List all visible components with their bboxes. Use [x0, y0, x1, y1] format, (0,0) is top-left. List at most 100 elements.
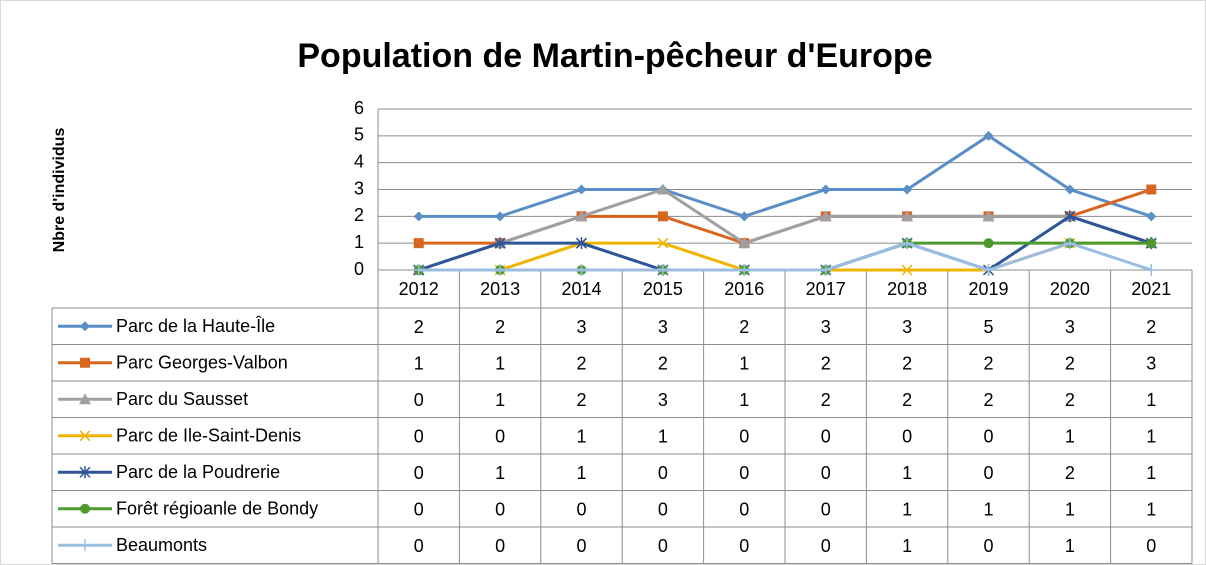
y-tick-label: 2: [354, 205, 364, 225]
marker: [494, 264, 507, 276]
marker: [79, 466, 91, 479]
marker: [982, 264, 995, 276]
table-value: 0: [821, 536, 831, 556]
marker: [657, 211, 668, 222]
x-tick-label: 2020: [1050, 279, 1090, 299]
marker: [1063, 237, 1076, 250]
y-tick-label: 4: [354, 151, 364, 171]
table-value: 2: [1065, 390, 1075, 410]
table-value: 1: [983, 500, 993, 520]
table-value: 1: [495, 390, 505, 410]
table-value: 0: [739, 536, 749, 556]
y-tick-label: 3: [354, 178, 364, 198]
legend-label: Parc de Ile-Saint-Denis: [116, 426, 301, 446]
table-value: 1: [414, 354, 424, 374]
table-value: 3: [902, 317, 912, 337]
marker: [495, 211, 506, 222]
marker: [738, 237, 751, 249]
x-tick-label: 2017: [806, 279, 846, 299]
x-tick-label: 2021: [1131, 279, 1171, 299]
table-value: 0: [414, 463, 424, 483]
table-value: 0: [902, 427, 912, 447]
marker: [79, 539, 91, 552]
table-value: 1: [1065, 500, 1075, 520]
table-value: 2: [414, 317, 424, 337]
table-value: 3: [1146, 354, 1156, 374]
marker: [1146, 238, 1157, 249]
table-value: 2: [739, 317, 749, 337]
marker: [1064, 184, 1075, 195]
table-value: 1: [902, 500, 912, 520]
x-tick-label: 2012: [399, 279, 439, 299]
table-value: 0: [414, 390, 424, 410]
y-axis-label: Nbre d'individus: [51, 128, 68, 253]
table-value: 0: [739, 427, 749, 447]
table-value: 0: [576, 536, 586, 556]
y-tick-label: 1: [354, 232, 364, 252]
table-value: 3: [576, 317, 586, 337]
legend-label: Parc du Sausset: [116, 389, 248, 409]
series-line: [418, 187, 1152, 272]
legend-label: Parc Georges-Valbon: [116, 353, 288, 373]
table-value: 0: [821, 463, 831, 483]
marker: [1146, 211, 1157, 222]
table-value: 2: [902, 390, 912, 410]
x-tick-label: 2018: [887, 279, 927, 299]
table-value: 1: [1146, 427, 1156, 447]
table-value: 1: [1065, 427, 1075, 447]
marker: [1145, 264, 1158, 276]
marker: [575, 264, 588, 276]
x-tick-label: 2013: [480, 279, 520, 299]
table-value: 3: [658, 390, 668, 410]
marker: [901, 210, 914, 222]
x-tick-label: 2016: [724, 279, 764, 299]
table-value: 1: [495, 463, 505, 483]
table-value: 2: [1146, 317, 1156, 337]
table-value: 2: [576, 354, 586, 374]
table-value: 0: [739, 500, 749, 520]
marker: [656, 264, 669, 276]
x-tick-label: 2019: [968, 279, 1008, 299]
table-value: 0: [495, 500, 505, 520]
marker: [819, 210, 832, 222]
table-value: 1: [739, 354, 749, 374]
marker: [819, 264, 832, 276]
table-value: 0: [983, 427, 993, 447]
table-value: 0: [414, 427, 424, 447]
table-value: 5: [983, 317, 993, 337]
table-value: 0: [495, 536, 505, 556]
y-tick-label: 5: [354, 125, 364, 145]
table-value: 2: [902, 354, 912, 374]
x-tick-label: 2014: [561, 279, 601, 299]
marker: [983, 238, 994, 249]
table-value: 1: [495, 354, 505, 374]
legend-label: Beaumonts: [116, 535, 207, 555]
legend-label: Parc de la Haute-Île: [116, 316, 275, 336]
table-value: 1: [902, 536, 912, 556]
marker: [494, 237, 506, 250]
table-value: 3: [658, 317, 668, 337]
table-value: 0: [739, 463, 749, 483]
table-value: 1: [576, 427, 586, 447]
marker: [79, 393, 91, 405]
marker: [413, 238, 424, 249]
table-value: 1: [658, 427, 668, 447]
table-value: 2: [821, 390, 831, 410]
table-value: 1: [902, 463, 912, 483]
marker: [739, 211, 750, 222]
table-value: 0: [576, 500, 586, 520]
table-value: 0: [658, 536, 668, 556]
table-value: 0: [658, 463, 668, 483]
marker: [657, 237, 669, 249]
table-value: 2: [1065, 354, 1075, 374]
table-value: 0: [658, 500, 668, 520]
legend-label: Forêt régioanle de Bondy: [116, 499, 318, 519]
table-value: 2: [576, 390, 586, 410]
marker: [1064, 210, 1076, 223]
table-value: 1: [1146, 390, 1156, 410]
series-line: [418, 134, 1152, 218]
table-value: 1: [1065, 536, 1075, 556]
table-value: 2: [983, 390, 993, 410]
